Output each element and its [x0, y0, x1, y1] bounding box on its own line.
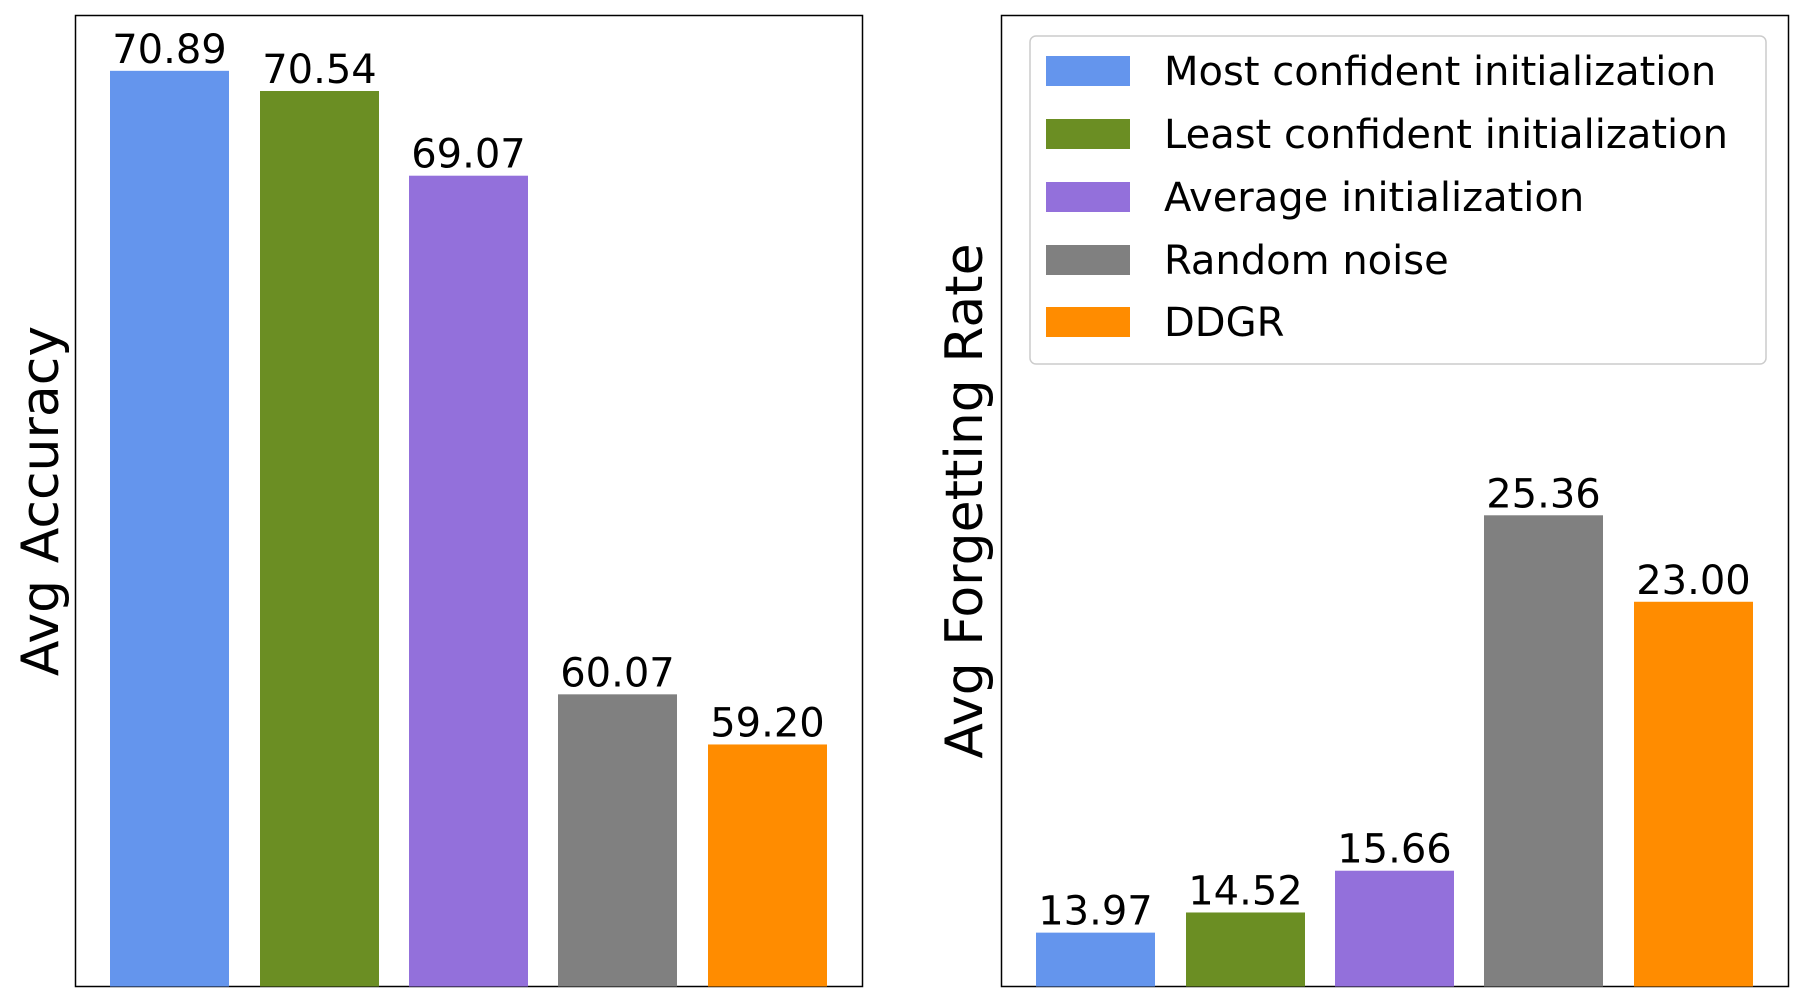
- bar-least-confident-initialization: [1186, 912, 1305, 987]
- legend-frame: [1029, 35, 1767, 365]
- legend-label: Random noise: [1164, 238, 1449, 284]
- legend: Most confident initialization Least conf…: [1029, 35, 1767, 365]
- bar-least-confident-initialization: [260, 90, 379, 987]
- accuracy-chart: Avg Accuracy 70.89 70.54 69.07 60.07 59.20: [11, 14, 864, 988]
- accuracy-y-axis-label: Avg Accuracy: [11, 326, 71, 676]
- bar-value-label: 69.07: [411, 132, 526, 178]
- bar-average-initialization: [409, 175, 528, 987]
- bar-value-label: 13.97: [1038, 889, 1153, 935]
- legend-label: DDGR: [1164, 300, 1284, 346]
- bar-most-confident-initialization: [110, 70, 229, 987]
- bar-value-label: 70.89: [112, 27, 227, 73]
- bar-average-initialization: [1335, 870, 1454, 987]
- bar-random-noise: [558, 694, 677, 987]
- forgetting-bars: 13.97 14.52 15.66 25.36 23.00: [1036, 471, 1753, 987]
- bar-value-label: 70.54: [262, 47, 377, 93]
- legend-label: Most confident initialization: [1164, 49, 1716, 95]
- legend-swatch: [1046, 245, 1130, 275]
- bar-value-label: 14.52: [1188, 868, 1303, 914]
- legend-item: DDGR: [1046, 300, 1284, 346]
- bar-most-confident-initialization: [1036, 932, 1155, 987]
- forgetting-chart: Avg Forgetting Rate 13.97 14.52 15.66 25.36…: [935, 14, 1790, 988]
- legend-label: Least confident initialization: [1164, 112, 1728, 158]
- bar-value-label: 59.20: [710, 700, 825, 746]
- legend-item: Most confident initialization: [1046, 49, 1716, 95]
- legend-swatch: [1046, 182, 1130, 212]
- bar-value-label: 15.66: [1337, 827, 1452, 873]
- accuracy-bars: 70.89 70.54 69.07 60.07 59.20: [110, 27, 827, 987]
- legend-swatch: [1046, 119, 1130, 149]
- legend-label: Average initialization: [1164, 175, 1584, 221]
- forgetting-y-axis-label: Avg Forgetting Rate: [935, 243, 995, 758]
- legend-swatch: [1046, 307, 1130, 337]
- bar-random-noise: [1484, 515, 1603, 987]
- bar-value-label: 23.00: [1636, 558, 1751, 604]
- legend-item: Average initialization: [1046, 175, 1584, 221]
- bar-ddgr: [1634, 601, 1753, 987]
- legend-swatch: [1046, 56, 1130, 86]
- bar-value-label: 60.07: [560, 650, 675, 696]
- bar-ddgr: [708, 744, 827, 987]
- bar-value-label: 25.36: [1486, 471, 1601, 517]
- legend-item: Random noise: [1046, 238, 1449, 284]
- legend-item: Least confident initialization: [1046, 112, 1728, 158]
